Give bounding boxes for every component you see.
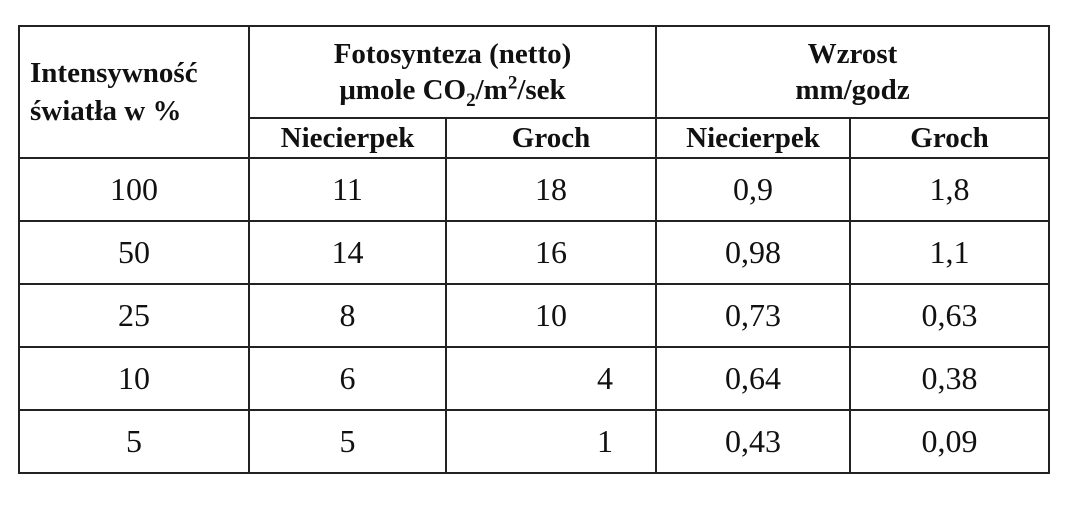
table-cell: 1,8 [849, 157, 1050, 222]
table-cell: 0,64 [655, 346, 851, 411]
growth-header: Wzrost mm/godz [655, 25, 1050, 119]
subheader-growth-niecierpek: Niecierpek [655, 117, 851, 159]
light-intensity-header-line1: Intensywność [30, 57, 198, 89]
table-cell: 0,9 [655, 157, 851, 222]
table-row: 100 11 18 0,9 1,8 [18, 157, 1050, 222]
table-cell: 50 [18, 220, 250, 285]
light-intensity-header-line2: światła w % [30, 95, 182, 127]
table-cell: 1 [445, 409, 657, 474]
table-row: 50 14 16 0,98 1,1 [18, 220, 1050, 285]
header-row-top: Intensywność światła w % Fotosynteza (ne… [18, 25, 1050, 159]
subheader-photosynthesis-niecierpek: Niecierpek [248, 117, 447, 159]
subheader-growth-groch: Groch [849, 117, 1050, 159]
table-cell: 4 [445, 346, 657, 411]
table-cell: 0,09 [849, 409, 1050, 474]
photosynthesis-header: Fotosynteza (netto) μmole CO2/m2/sek [248, 25, 657, 119]
data-table: Intensywność światła w % Fotosynteza (ne… [18, 25, 1050, 474]
table-cell: 18 [445, 157, 657, 222]
growth-header-line1: Wzrost [807, 38, 898, 70]
table-cell: 1,1 [849, 220, 1050, 285]
table-cell: 10 [18, 346, 250, 411]
table-cell: 0,73 [655, 283, 851, 348]
table-cell: 0,63 [849, 283, 1050, 348]
table-cell: 5 [18, 409, 250, 474]
growth-header-line2: mm/godz [795, 74, 910, 106]
table-cell: 16 [445, 220, 657, 285]
table-row: 25 8 10 0,73 0,63 [18, 283, 1050, 348]
light-intensity-header: Intensywność światła w % [18, 25, 250, 159]
table-cell: 0,43 [655, 409, 851, 474]
photosynthesis-header-line1: Fotosynteza (netto) [333, 38, 572, 70]
table-cell: 5 [248, 409, 447, 474]
table-cell: 0,38 [849, 346, 1050, 411]
table-row: 5 5 1 0,43 0,09 [18, 409, 1050, 474]
subheader-photosynthesis-groch: Groch [445, 117, 657, 159]
table-cell: 100 [18, 157, 250, 222]
table-cell: 14 [248, 220, 447, 285]
table-cell: 10 [445, 283, 657, 348]
table-row: 10 6 4 0,64 0,38 [18, 346, 1050, 411]
photosynthesis-unit: μmole CO2/m2/sek [339, 72, 566, 111]
header-row-sub: Niecierpek Groch Niecierpek Groch [19, 117, 1050, 159]
table-cell: 6 [248, 346, 447, 411]
table-cell: 11 [248, 157, 447, 222]
table-cell: 8 [248, 283, 447, 348]
table-cell: 0,98 [655, 220, 851, 285]
table-cell: 25 [18, 283, 250, 348]
